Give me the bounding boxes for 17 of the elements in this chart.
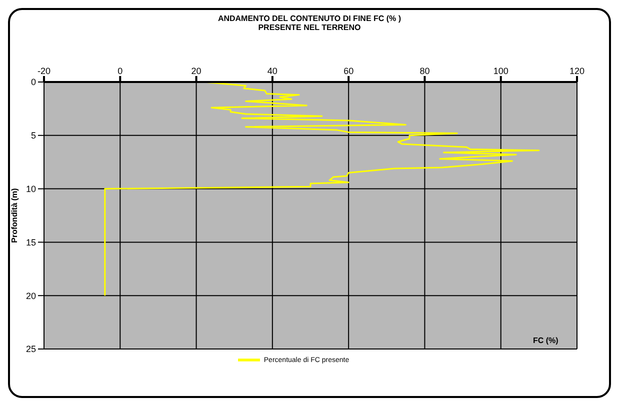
y-tick-label: 15 xyxy=(26,237,36,248)
x-tick-label: -20 xyxy=(37,66,51,76)
y-tick-label: 10 xyxy=(26,184,36,194)
y-tick-label: 0 xyxy=(30,77,36,88)
x-tick-label: 120 xyxy=(569,66,585,76)
x-tick-label: 20 xyxy=(191,66,202,76)
y-tick-label: 25 xyxy=(26,344,36,354)
x-axis-title: FC (%) xyxy=(533,336,558,345)
x-tick-label: 40 xyxy=(267,66,278,76)
y-tick-label: 5 xyxy=(30,130,36,141)
x-tick-label: 0 xyxy=(118,66,123,76)
y-axis-title: Profondità (m) xyxy=(10,188,19,243)
x-tick-label: 60 xyxy=(344,66,354,76)
x-tick-label: 100 xyxy=(493,66,508,76)
chart-title: ANDAMENTO DEL CONTENUTO DI FINE FC (% ) PRESENTE NEL TERRENO xyxy=(216,14,402,32)
y-tick-label: 20 xyxy=(26,290,36,301)
x-tick-label: 80 xyxy=(420,66,430,76)
